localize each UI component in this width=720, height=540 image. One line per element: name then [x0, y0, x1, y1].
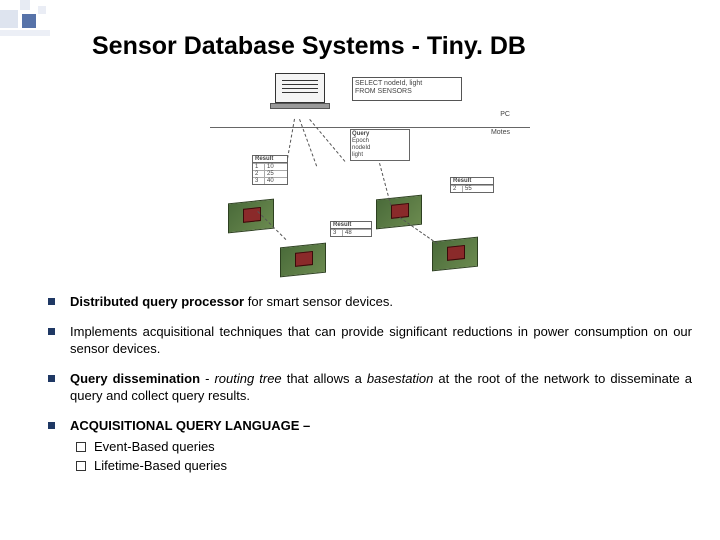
query-line-2: FROM SENSORS [355, 88, 459, 96]
bullet-3-bold: Query dissemination [70, 371, 200, 386]
sub-bullet-2: Lifetime-Based queries [70, 457, 692, 475]
result-table: Result110225340 [252, 155, 288, 185]
laptop-icon [270, 73, 330, 113]
query-schema-box: Query Epoch nodeId light [350, 129, 410, 161]
bullet-4-bold: ACQUISITIONAL QUERY LANGUAGE – [70, 418, 310, 433]
sensor-node-icon [228, 199, 274, 234]
sub-bullet-1: Event-Based queries [70, 438, 692, 456]
slide-content: Sensor Database Systems - Tiny. DB SELEC… [0, 0, 720, 496]
bullet-1: Distributed query processor for smart se… [48, 293, 692, 311]
slide-title: Sensor Database Systems - Tiny. DB [92, 32, 692, 61]
architecture-diagram: SELECT nodeId, light FROM SENSORS PC Mot… [200, 71, 540, 281]
sub-bullet-list: Event-Based queries Lifetime-Based queri… [70, 438, 692, 474]
bullet-4: ACQUISITIONAL QUERY LANGUAGE – Event-Bas… [48, 417, 692, 475]
divider-line [210, 127, 530, 128]
connection-line [287, 119, 295, 159]
connection-line [309, 119, 345, 162]
sensor-node-icon [376, 195, 422, 230]
bullet-1-bold: Distributed query processor [70, 294, 244, 309]
result-table: Result348 [330, 221, 372, 237]
bullet-1-rest: for smart sensor devices. [244, 294, 393, 309]
result-table: Result255 [450, 177, 494, 193]
bullet-3-italic-1: routing tree [214, 371, 281, 386]
query-box: SELECT nodeId, light FROM SENSORS [352, 77, 462, 101]
bullet-2: Implements acquisitional techniques that… [48, 323, 692, 358]
bullet-3: Query dissemination - routing tree that … [48, 370, 692, 405]
bullet-3-italic-2: basestation [367, 371, 434, 386]
bullet-list: Distributed query processor for smart se… [48, 293, 692, 474]
sensor-node-icon [432, 237, 478, 272]
query-line-1: SELECT nodeId, light [355, 80, 459, 88]
sensor-node-icon [280, 243, 326, 278]
pc-label: PC [500, 111, 510, 118]
motes-label: Motes [491, 129, 510, 136]
corner-decoration [0, 0, 70, 40]
